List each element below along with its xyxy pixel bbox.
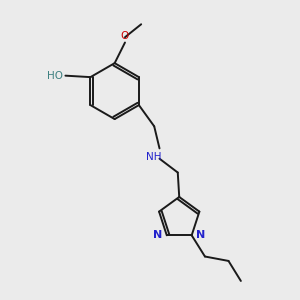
- Text: O: O: [121, 31, 129, 41]
- Text: NH: NH: [146, 152, 162, 162]
- Text: N: N: [196, 230, 206, 240]
- Text: HO: HO: [47, 71, 63, 81]
- Text: N: N: [153, 230, 162, 240]
